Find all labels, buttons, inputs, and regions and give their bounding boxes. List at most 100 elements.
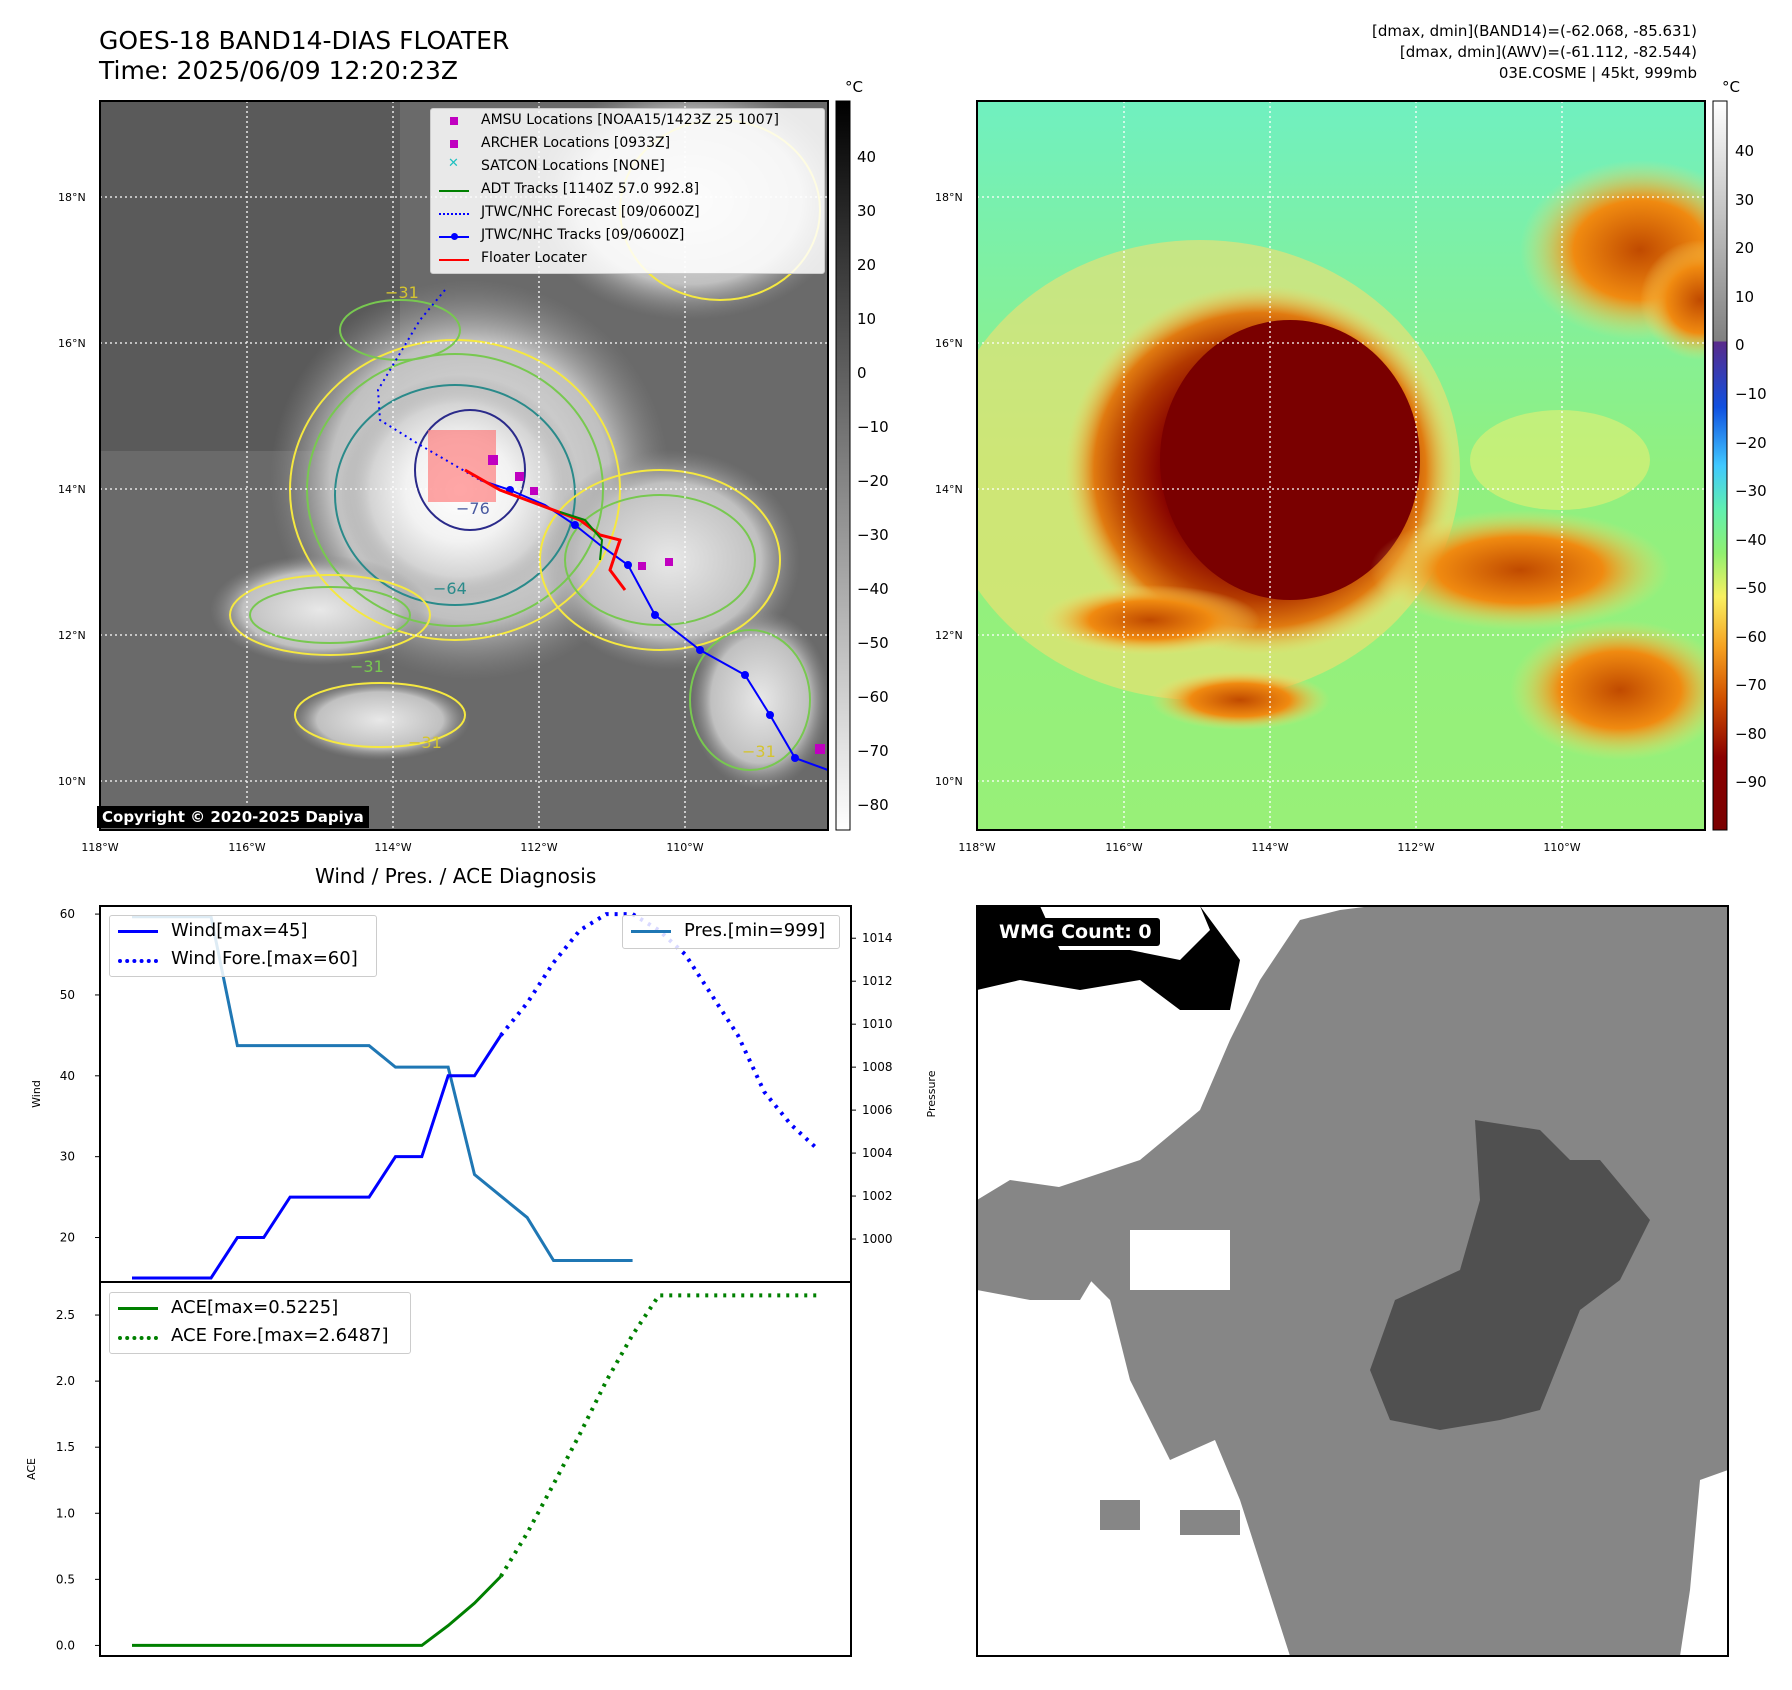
contour-label: −64 [433,579,467,598]
svg-text:116°W: 116°W [1105,841,1142,854]
svg-text:16°N: 16°N [58,337,86,350]
svg-text:−20: −20 [1735,434,1767,452]
svg-text:110°W: 110°W [666,841,703,854]
ir-lon-labels: 118°W 116°W 114°W 112°W 110°W [81,841,703,854]
svg-text:0: 0 [1735,336,1745,354]
ir-colorbar-unit: °C [845,78,863,96]
svg-text:−50: −50 [1735,579,1767,597]
wind-tick-label: 20 [60,1231,75,1245]
ace-tick-label: 0.5 [56,1572,75,1586]
svg-text:16°N: 16°N [935,337,963,350]
wmg-panel [977,906,1728,1656]
floater-track [464,468,627,591]
ace-tick-label: 2.0 [56,1374,75,1388]
awv-range: [dmax, dmin](AWV)=(-61.112, -82.544) [1399,43,1697,61]
wind-fore-line-icon [118,959,158,963]
legend-wind-fore: Wind Fore.[max=60] [171,948,358,969]
awv-colorbar-unit: °C [1722,78,1740,96]
square-marker-icon [450,117,458,125]
svg-text:−10: −10 [1735,385,1767,403]
ace-fore-line-icon [118,1336,158,1340]
pres-tick-label: 1006 [862,1103,893,1117]
wind-line [132,1034,503,1280]
awv-map-frame [976,100,1706,831]
svg-text:20: 20 [857,256,876,274]
svg-text:−70: −70 [857,742,889,760]
svg-text:−10: −10 [857,418,889,436]
svg-text:112°W: 112°W [1397,841,1434,854]
pres-tick-label: 1014 [862,931,893,945]
wind-tick-label: 50 [60,988,75,1002]
contour-label: −31 [350,657,384,676]
svg-text:−60: −60 [857,688,889,706]
svg-text:−30: −30 [1735,482,1767,500]
line-marker-icon [439,190,469,192]
wind-forecast-line [499,912,819,1151]
figure-time: Time: 2025/06/09 12:20:23Z [99,56,458,85]
ace-ylabel: ACE [25,1458,38,1480]
awv-colorbar-ticks: 40 30 20 10 0 −10 −20 −30 −40 −50 −60 −7… [1735,142,1767,791]
ace-tick-label: 2.5 [56,1308,75,1322]
ace-tick-label: 1.5 [56,1440,75,1454]
contour-label: −76 [456,499,490,518]
series-layer [132,912,819,1647]
svg-text:20: 20 [1735,239,1754,257]
ir-colorbar-ticks: 40 30 20 10 0 −10 −20 −30 −40 −50 −60 −7… [857,148,889,814]
adt-track [559,511,604,561]
pres-tick-label: 1012 [862,974,893,988]
svg-text:40: 40 [1735,142,1754,160]
pres-tick-label: 1002 [862,1189,893,1203]
svg-text:12°N: 12°N [935,629,963,642]
svg-text:10: 10 [857,310,876,328]
svg-text:18°N: 18°N [58,191,86,204]
wind-tick-label: 60 [60,907,75,921]
wind-line-icon [118,930,158,933]
ace-tick-label: 0.0 [56,1638,75,1652]
contour-label: −31 [408,733,442,752]
wind-tick-label: 30 [60,1150,75,1164]
wind-ticks: 60 50 40 30 20 [60,907,100,1245]
svg-text:−40: −40 [857,580,889,598]
awv-lat-labels: 18°N 16°N 14°N 12°N 10°N [935,191,963,788]
wind-tick-label: 40 [60,1069,75,1083]
floater-box [428,430,496,502]
wmg-frame [976,905,1729,1657]
wind-legend: Wind[max=45] Wind Fore.[max=60] [109,915,377,977]
svg-text:14°N: 14°N [935,483,963,496]
ace-axes-frame [99,1281,852,1657]
ace-line-icon [118,1307,158,1310]
svg-text:−40: −40 [1735,531,1767,549]
ace-tick-label: 1.0 [56,1506,75,1520]
pres-tick-label: 1000 [862,1232,893,1246]
svg-text:30: 30 [1735,191,1754,209]
pressure-ylabel: Pressure [925,1070,938,1117]
figure-title: GOES-18 BAND14-DIAS FLOATER [99,26,510,55]
pres-tick-label: 1008 [862,1060,893,1074]
svg-text:116°W: 116°W [228,841,265,854]
svg-text:40: 40 [857,148,876,166]
svg-text:110°W: 110°W [1543,841,1580,854]
svg-text:−90: −90 [1735,773,1767,791]
svg-text:14°N: 14°N [58,483,86,496]
svg-text:−50: −50 [857,634,889,652]
band14-range: [dmax, dmin](BAND14)=(-62.068, -85.631) [1372,22,1697,40]
dotted-line-icon [439,213,469,215]
diagnosis-title: Wind / Pres. / ACE Diagnosis [315,864,597,888]
copyright-label: Copyright © 2020-2025 Dapiya [97,806,369,828]
ir-lat-labels: 18°N 16°N 14°N 12°N 10°N [58,191,86,788]
ace-ticks: 2.5 2.0 1.5 1.0 0.5 0.0 [56,1308,100,1652]
svg-text:−20: −20 [857,472,889,490]
ace-line [132,1575,502,1647]
pressure-legend: Pres.[min=999] [622,915,840,949]
svg-text:112°W: 112°W [520,841,557,854]
awv-lon-labels: 118°W 116°W 114°W 112°W 110°W [958,841,1580,854]
ir-map-frame [99,100,829,831]
svg-text:0: 0 [857,364,867,382]
awv-imagery [977,101,1705,830]
legend-ace-fore: ACE Fore.[max=2.6487] [171,1325,389,1346]
ir-colorbar [835,100,851,831]
contour-label: −31 [385,283,419,302]
legend-pres: Pres.[min=999] [684,920,826,941]
